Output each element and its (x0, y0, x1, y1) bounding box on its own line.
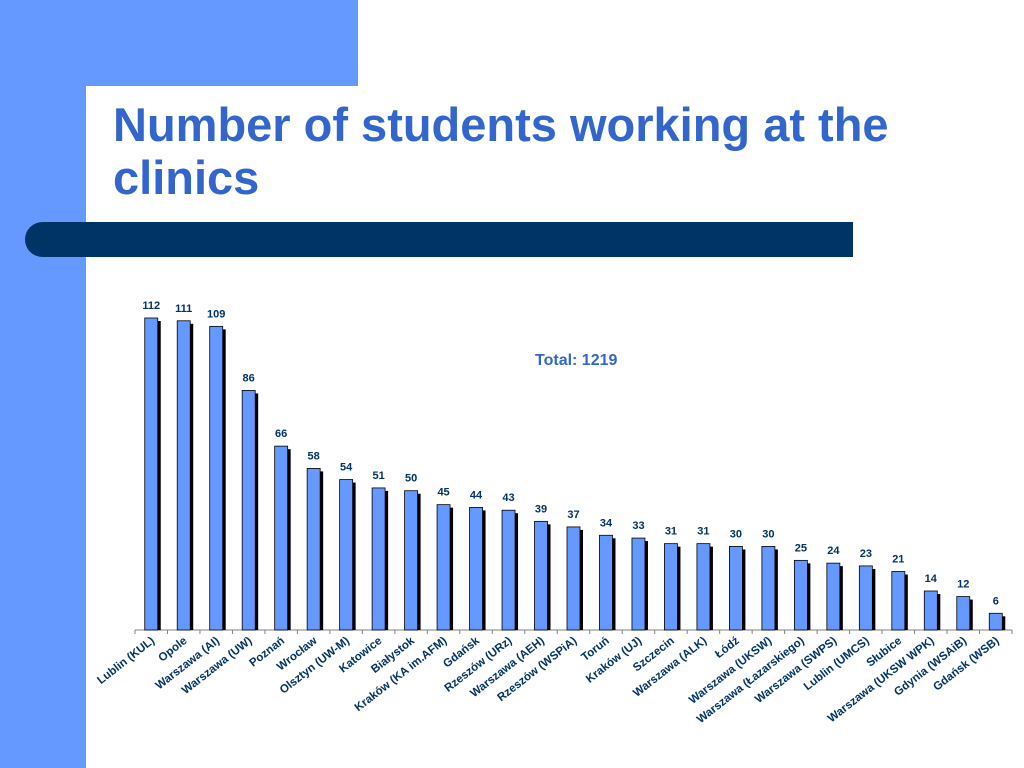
bar (469, 507, 483, 631)
value-label: 109 (207, 308, 225, 320)
value-label: 66 (275, 428, 287, 440)
bar (826, 562, 841, 631)
value-label: 39 (535, 503, 547, 515)
bar (793, 559, 808, 631)
value-label: 31 (697, 526, 709, 538)
value-label: 23 (860, 548, 872, 560)
total-annotation: Total: 1219 (535, 352, 618, 369)
value-label: 25 (795, 542, 807, 554)
left-accent-band (0, 0, 86, 768)
value-label: 111 (175, 303, 192, 315)
bar (891, 571, 906, 631)
value-label: 24 (827, 545, 840, 557)
value-label: 44 (470, 489, 483, 501)
bar (631, 537, 646, 631)
value-label: 6 (993, 595, 999, 607)
value-labels: 112 111 109 86 66 58 54 51 50 45 44 43 39 37 34 33 31 31 3… (142, 300, 998, 607)
value-label: 33 (632, 520, 644, 532)
bar (923, 590, 938, 631)
value-label: 50 (405, 473, 417, 485)
value-label: 112 (142, 300, 160, 312)
value-label: 12 (957, 579, 969, 591)
bar (371, 487, 386, 631)
bar (664, 543, 678, 631)
value-label: 86 (243, 372, 255, 384)
value-label: 43 (502, 492, 514, 504)
title-divider-bar (25, 222, 853, 257)
bar (858, 565, 873, 631)
value-label: 45 (437, 487, 449, 499)
slide-title: Number of students working at the clinic… (113, 98, 889, 204)
value-label: 54 (340, 462, 353, 474)
bar (144, 317, 159, 631)
bar (696, 543, 711, 631)
value-label: 21 (892, 554, 904, 566)
bar (306, 468, 321, 631)
bar (956, 596, 971, 631)
bar (566, 526, 581, 631)
category-label: Lublin (KUL) (95, 635, 157, 687)
value-label: 14 (925, 573, 938, 585)
value-label: 30 (762, 528, 774, 540)
x-axis-ticks (134, 630, 1013, 634)
top-accent-band (0, 0, 358, 86)
bar (241, 390, 256, 631)
bar (436, 504, 451, 631)
value-label: 34 (600, 517, 613, 529)
bar (209, 325, 224, 631)
bar (761, 546, 776, 631)
value-label: 31 (665, 526, 677, 538)
bar (599, 534, 613, 631)
bar (339, 479, 354, 631)
value-label: 37 (567, 509, 579, 521)
value-label: 51 (372, 470, 384, 482)
bar (404, 490, 418, 631)
bar (534, 520, 548, 631)
bar (729, 546, 743, 631)
bar (274, 445, 289, 631)
bar (988, 612, 1003, 631)
bar-series (144, 317, 1006, 631)
value-label: 58 (308, 450, 320, 462)
value-label: 30 (730, 528, 742, 540)
bar (176, 320, 191, 631)
bar (501, 509, 516, 631)
